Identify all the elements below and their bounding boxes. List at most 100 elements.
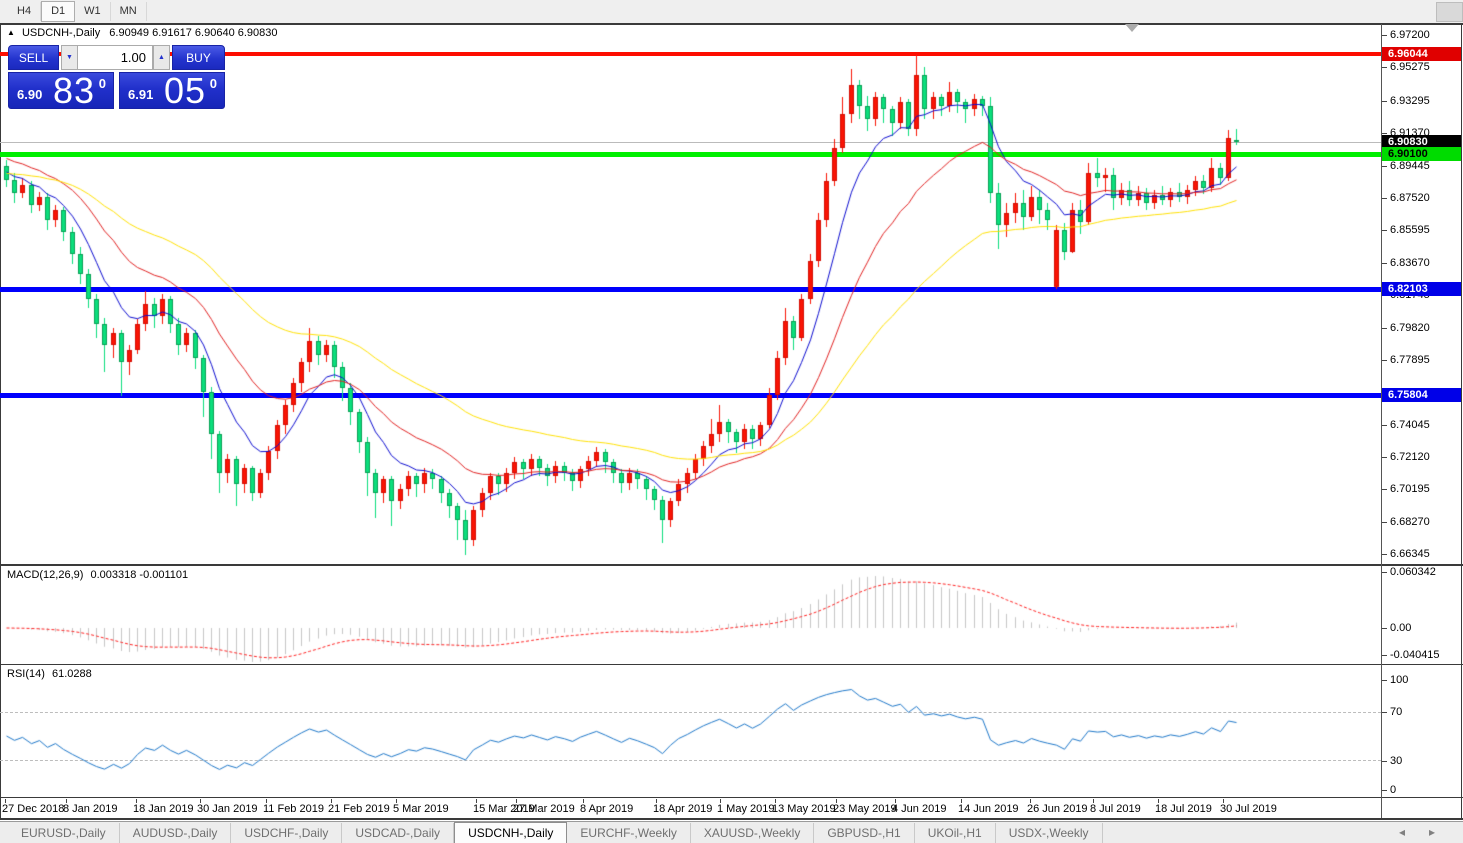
symbol-tab-EURUSD[interactable]: EURUSD-,Daily bbox=[8, 823, 120, 843]
price-axis-tick-label: 6.83670 bbox=[1390, 257, 1430, 269]
date-axis-label: 13 May 2019 bbox=[772, 803, 836, 815]
price-axis-tick-mark bbox=[1382, 554, 1387, 555]
macd-axis-tick-mark bbox=[1382, 628, 1387, 629]
resistance-line-badge: 6.96044 bbox=[1382, 47, 1461, 61]
sell-price-pips: 83 bbox=[53, 70, 96, 111]
date-axis-tick-mark bbox=[895, 799, 896, 803]
price-axis-tick-mark bbox=[1382, 263, 1387, 264]
date-axis-tick-mark bbox=[1030, 799, 1031, 803]
current-price-line-badge: 6.90830 bbox=[1382, 135, 1461, 149]
timeframe-buttons: H4 D1 W1 MN bbox=[0, 0, 1463, 22]
support-line-blue-lower-badge: 6.75804 bbox=[1382, 388, 1461, 402]
rsi-dateaxis-separator bbox=[0, 797, 1463, 798]
price-axis-tick-mark bbox=[1382, 101, 1387, 102]
date-axis-tick-mark bbox=[1093, 799, 1094, 803]
price-axis-tick-label: 6.70195 bbox=[1390, 483, 1430, 495]
price-axis-tick-mark bbox=[1382, 328, 1387, 329]
symbol-tab-UKOil[interactable]: UKOil-,H1 bbox=[915, 823, 996, 843]
macd-rsi-separator[interactable] bbox=[0, 664, 1463, 665]
window-top-border bbox=[0, 23, 1463, 25]
date-axis-label: 8 Jul 2019 bbox=[1090, 803, 1141, 815]
macd-axis-tick-label: -0.040415 bbox=[1390, 649, 1440, 661]
rsi-current-value: 61.0288 bbox=[51, 668, 92, 680]
date-axis-tick-mark bbox=[516, 799, 517, 803]
date-axis-tick-mark bbox=[656, 799, 657, 803]
sell-price-prefix: 6.90 bbox=[17, 87, 43, 102]
date-axis-tick-mark bbox=[476, 799, 477, 803]
timeframe-button-W1[interactable]: W1 bbox=[75, 2, 111, 21]
timeframe-button-D1[interactable]: D1 bbox=[41, 1, 76, 22]
timeframe-button-H4[interactable]: H4 bbox=[8, 2, 42, 21]
date-axis-label: 27 Mar 2019 bbox=[513, 803, 575, 815]
rsi-axis-tick-label: 30 bbox=[1390, 755, 1403, 767]
date-axis-tick-mark bbox=[1223, 799, 1224, 803]
price-axis-tick-mark bbox=[1382, 67, 1387, 68]
price-axis-tick-label: 6.95275 bbox=[1390, 61, 1430, 73]
date-axis-label: 11 Feb 2019 bbox=[263, 803, 324, 815]
symbol-tab-USDCAD[interactable]: USDCAD-,Daily bbox=[342, 823, 455, 843]
buy-price-pips: 05 bbox=[164, 70, 207, 111]
symbol-tab-USDCNH[interactable]: USDCNH-,Daily bbox=[454, 822, 568, 843]
symbol-tab-XAUUSD[interactable]: XAUUSD-,Weekly bbox=[691, 823, 815, 843]
support-line-blue-upper-badge: 6.82103 bbox=[1382, 282, 1461, 296]
volume-decrease-button[interactable]: ▼ bbox=[61, 45, 78, 70]
symbol-tab-USDX[interactable]: USDX-,Weekly bbox=[996, 823, 1103, 843]
symbol-tab-bar: EURUSD-,Daily AUDUSD-,Daily USDCHF-,Daily U… bbox=[0, 821, 1463, 843]
buy-price-box[interactable]: 6.91 05 0 bbox=[119, 70, 225, 111]
timeframe-button-MN[interactable]: MN bbox=[111, 2, 147, 21]
date-axis-tick-mark bbox=[266, 799, 267, 803]
tab-scroll-left-icon[interactable]: ◂ bbox=[1399, 825, 1406, 839]
chart-ohlc-values: 6.90949 6.91617 6.90640 6.90830 bbox=[109, 27, 278, 39]
date-axis-tick-mark bbox=[836, 799, 837, 803]
symbol-tab-EURCHF[interactable]: EURCHF-,Weekly bbox=[567, 823, 691, 843]
price-axis-border bbox=[1381, 24, 1382, 818]
price-axis-tick-label: 6.89445 bbox=[1390, 160, 1430, 172]
price-axis-tick-mark bbox=[1382, 35, 1387, 36]
chart-shift-marker[interactable] bbox=[1125, 24, 1139, 32]
price-axis-tick-mark bbox=[1382, 489, 1387, 490]
buy-price-point: 0 bbox=[209, 76, 217, 91]
date-axis-tick-mark bbox=[775, 799, 776, 803]
price-axis-tick-mark bbox=[1382, 166, 1387, 167]
main-macd-separator[interactable] bbox=[0, 564, 1463, 566]
volume-down-icon: ▼ bbox=[66, 54, 73, 61]
date-axis-label: 18 Jul 2019 bbox=[1155, 803, 1212, 815]
chart-title: ▲ USDCNH-,Daily 6.90949 6.91617 6.90640 … bbox=[7, 27, 278, 39]
price-axis-tick-label: 6.74045 bbox=[1390, 419, 1430, 431]
date-axis-label: 21 Feb 2019 bbox=[328, 803, 390, 815]
volume-up-icon: ▲ bbox=[158, 54, 165, 61]
toolbar-corner-button[interactable] bbox=[1436, 2, 1463, 22]
window-bottom-border bbox=[0, 818, 1463, 820]
tab-scroll-right-icon[interactable]: ▸ bbox=[1429, 825, 1436, 839]
macd-indicator-canvas[interactable] bbox=[0, 566, 1381, 663]
price-axis-tick-label: 6.85595 bbox=[1390, 224, 1430, 236]
volume-increase-button[interactable]: ▲ bbox=[153, 45, 170, 70]
buy-button[interactable]: BUY bbox=[172, 45, 225, 70]
date-axis-label: 18 Jan 2019 bbox=[133, 803, 194, 815]
date-axis-tick-mark bbox=[66, 799, 67, 803]
date-axis-label: 5 Mar 2019 bbox=[393, 803, 449, 815]
date-axis-label: 27 Dec 2018 bbox=[2, 803, 65, 815]
date-axis-label: 4 Jun 2019 bbox=[892, 803, 947, 815]
price-axis-tick-label: 6.79820 bbox=[1390, 322, 1430, 334]
date-axis-label: 14 Jun 2019 bbox=[958, 803, 1019, 815]
macd-current-values: 0.003318 -0.001101 bbox=[90, 569, 189, 581]
sell-price-box[interactable]: 6.90 83 0 bbox=[8, 70, 114, 111]
symbol-tab-USDCHF[interactable]: USDCHF-,Daily bbox=[231, 823, 343, 843]
rsi-axis-tick-label: 100 bbox=[1390, 674, 1409, 686]
volume-input[interactable]: 1.00 bbox=[77, 45, 153, 70]
date-axis-label: 30 Jan 2019 bbox=[197, 803, 258, 815]
rsi-indicator-canvas[interactable] bbox=[0, 665, 1381, 796]
sell-price-point: 0 bbox=[98, 76, 106, 91]
date-axis-tick-mark bbox=[5, 799, 6, 803]
rsi-axis-tick-mark bbox=[1382, 790, 1387, 791]
collapse-icon[interactable]: ▲ bbox=[7, 28, 15, 37]
symbol-tab-AUDUSD[interactable]: AUDUSD-,Daily bbox=[120, 823, 232, 843]
sell-button[interactable]: SELL bbox=[8, 45, 59, 70]
main-chart-canvas[interactable] bbox=[0, 25, 1381, 565]
symbol-tab-GBPUSD[interactable]: GBPUSD-,H1 bbox=[814, 823, 915, 843]
window-right-border bbox=[1461, 24, 1462, 818]
macd-label: MACD(12,26,9) 0.003318 -0.001101 bbox=[7, 569, 189, 581]
support-line-green-badge: 6.90100 bbox=[1382, 147, 1461, 161]
rsi-axis-tick-mark bbox=[1382, 761, 1387, 762]
